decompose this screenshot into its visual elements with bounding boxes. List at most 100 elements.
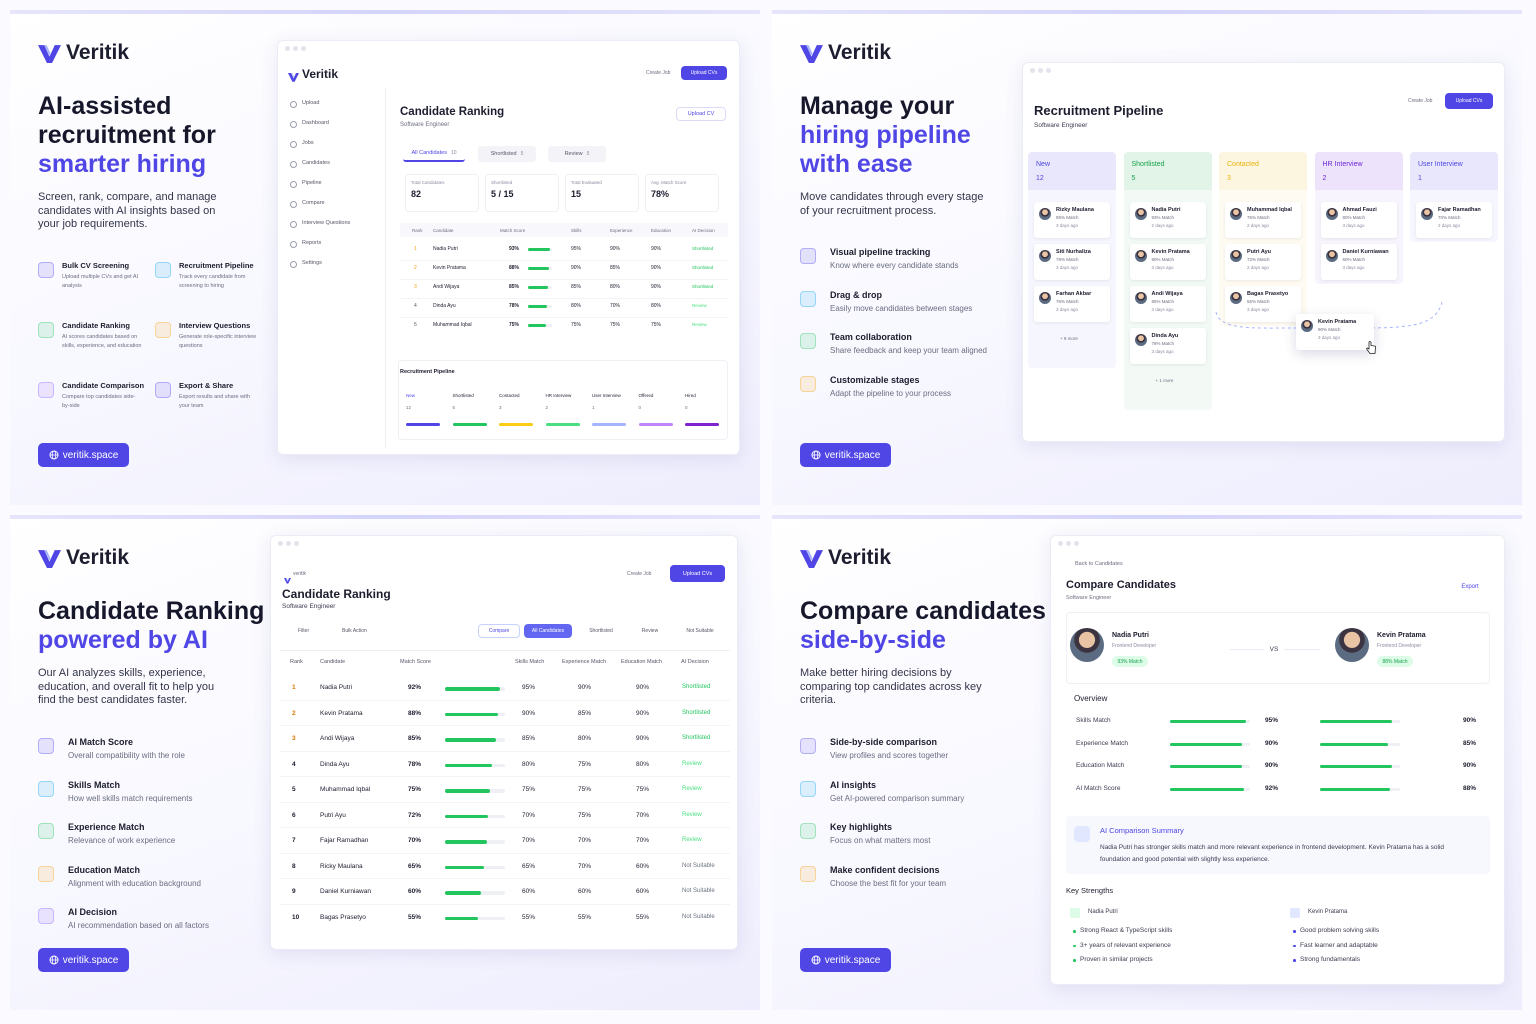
feature-text: Generate role-specific interview questio… [179, 334, 257, 349]
row-divider [280, 878, 730, 880]
button[interactable]: Review [629, 624, 671, 638]
match-score: 70% [408, 837, 422, 845]
headline: with ease [800, 150, 913, 178]
card-name: Daniel Kurniawan [1342, 249, 1389, 255]
column-header: Rank [412, 228, 423, 233]
button[interactable]: Export [1452, 580, 1488, 594]
nav-icon [290, 141, 297, 148]
decision: Review [692, 303, 707, 308]
button[interactable]: Upload CVs [670, 565, 725, 582]
table-header [400, 223, 728, 237]
feature-icon [800, 290, 816, 307]
column-header: Match Score [500, 228, 526, 233]
feature-text: Focus on what matters most [830, 836, 931, 845]
nav-item: Interview Questions [302, 220, 351, 226]
button[interactable]: All Candidates [524, 624, 572, 638]
feature-text: Share feedback and keep your team aligne… [830, 346, 987, 355]
strength-item: Proven in similar projects [1080, 956, 1153, 964]
tab-count: 5 [586, 151, 590, 157]
tab[interactable]: Review 5 [548, 146, 606, 162]
column-name: Shortlisted [1131, 161, 1165, 168]
link: Create Job [1408, 98, 1433, 104]
candidate-role: Frontend Developer [1377, 643, 1422, 649]
feature-icon [38, 322, 54, 338]
column-header: Match Score [400, 659, 431, 665]
button[interactable]: Upload CV [676, 107, 726, 121]
feature-title: Export & Share [179, 381, 234, 390]
feature-text: Know where every candidate stands [830, 261, 959, 270]
feature-text: Alignment with education background [68, 878, 201, 888]
feature-text: AI scores candidates based on skills, ex… [62, 334, 142, 349]
education: 70% [636, 811, 650, 819]
feature-icon [800, 823, 816, 839]
nav-icon [290, 241, 297, 248]
tool: Filter [298, 628, 310, 634]
headline: powered by AI [38, 626, 208, 654]
feature-title: Skills Match [68, 779, 121, 790]
row-divider [280, 750, 730, 752]
metric-bar [1320, 787, 1391, 791]
app-subtitle: Software Engineer [282, 603, 336, 610]
button[interactable]: Upload CVs [681, 66, 727, 80]
stat-label: Avg. Match Score [651, 180, 687, 185]
button[interactable]: veritik.space [38, 948, 129, 972]
education: 60% [636, 862, 650, 870]
strength-name: Kevin Pratama [1308, 909, 1348, 915]
experience: 75% [578, 786, 592, 794]
button[interactable]: Upload CVs [1445, 93, 1493, 109]
description: Move candidates through every stage of y… [800, 191, 984, 217]
feature-text: Export results and share with your team [179, 394, 250, 409]
experience: 90% [578, 684, 592, 691]
app-brand: Veritik [302, 67, 339, 81]
skills: 90% [571, 265, 582, 271]
skills: 70% [522, 837, 536, 845]
button[interactable]: veritik.space [800, 948, 891, 972]
card-time: 3 days ago [1318, 335, 1341, 340]
avatar [1301, 320, 1313, 332]
metric-bar [1170, 787, 1244, 791]
feature-icon [38, 908, 54, 924]
nav-item: Settings [302, 260, 322, 266]
experience: 75% [578, 760, 592, 768]
window-dot [278, 541, 283, 546]
candidate-name: Nadia Putri [1112, 632, 1149, 639]
education: 90% [651, 284, 662, 290]
match-score: 93% [509, 246, 520, 252]
button-label: Shortlisted [589, 628, 613, 634]
stage-name: Offered [638, 393, 654, 398]
tab[interactable]: Shortlisted 5 [478, 146, 536, 162]
match-pill: 88% Match [1377, 656, 1413, 667]
button-label: veritik.space [62, 954, 119, 966]
button[interactable]: veritik.space [38, 443, 129, 467]
app-title: Compare Candidates [1066, 579, 1177, 591]
feature-title: Candidate Comparison [62, 381, 145, 390]
stage-bar [406, 423, 440, 426]
column-header: Skills [571, 228, 582, 233]
card-match: 55% Match [1247, 299, 1270, 304]
education: 90% [636, 684, 650, 691]
feature-text: Compare top candidates side-by-side [62, 394, 136, 409]
candidate-name: Fajar Ramadhan [320, 837, 369, 845]
candidate-name: Dinda Ayu [433, 303, 456, 309]
tab[interactable]: All Candidates 10 [403, 146, 465, 162]
button[interactable]: Compare [478, 624, 520, 638]
avatar [1230, 292, 1242, 304]
button[interactable]: veritik.space [800, 443, 891, 467]
feature-title: Side-by-side comparison [830, 737, 938, 747]
feature-title: Customizable stages [830, 374, 920, 385]
row-divider [280, 725, 730, 727]
decision: Not Suitable [682, 888, 715, 895]
card-time: 2 days ago [1438, 223, 1461, 228]
stat-label: Shortlisted [491, 180, 513, 185]
stage-name: New [406, 393, 416, 398]
window-dot [301, 46, 306, 51]
feature-text: Adapt the pipeline to your process [830, 388, 951, 398]
button-label: veritik.space [824, 449, 881, 461]
button[interactable]: Not Suitable [676, 624, 724, 638]
link: Create Job [627, 571, 652, 577]
button[interactable]: Shortlisted [578, 624, 624, 638]
bullet [1073, 930, 1076, 933]
stage-count: 0 [638, 405, 642, 410]
strength-item: Strong React & TypeScript skills [1080, 927, 1173, 934]
nav-item: Compare [302, 200, 325, 206]
